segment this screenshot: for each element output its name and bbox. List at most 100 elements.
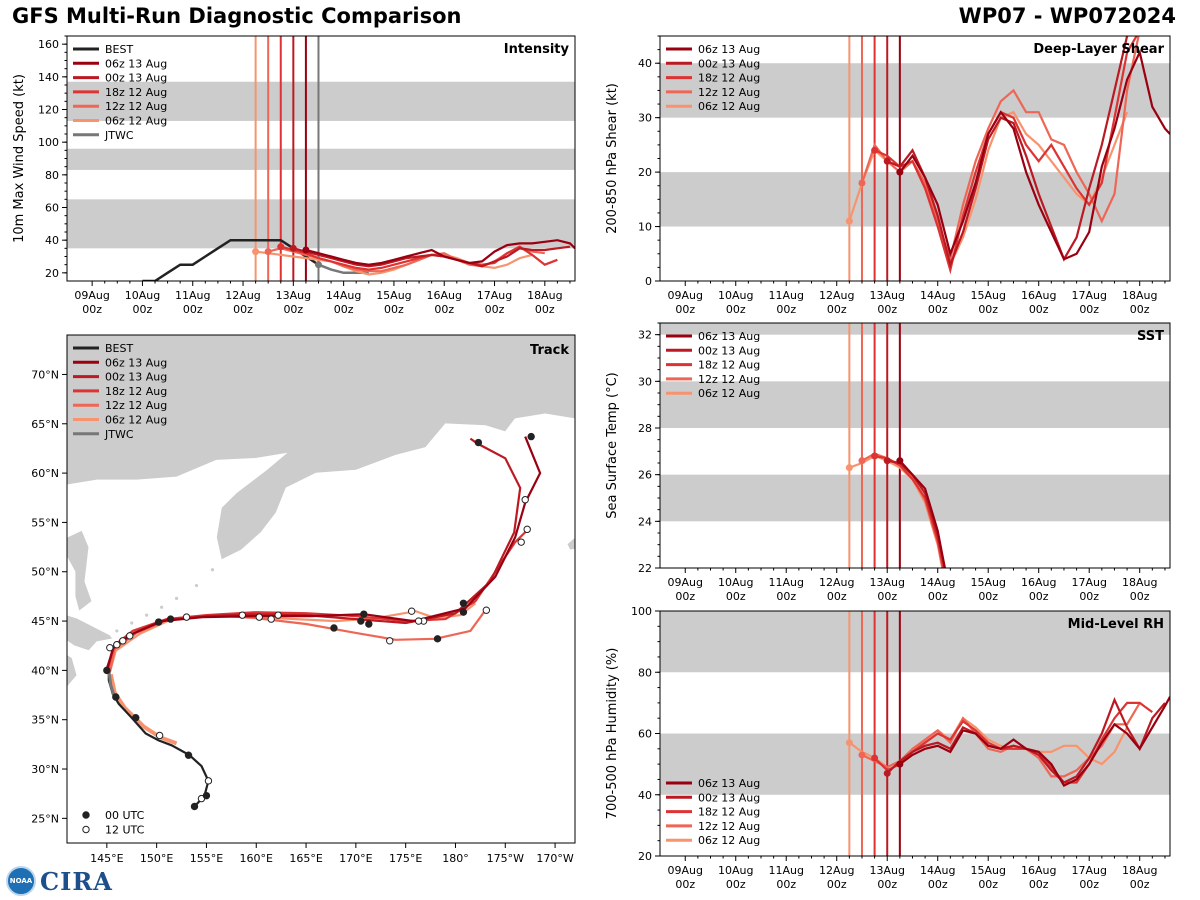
track-legend-label: 06z 13 Aug [105, 356, 167, 369]
intensity-legend-label: 06z 12 Aug [105, 115, 167, 128]
shear-plot-area [660, 36, 1170, 281]
intensity-threshold-band [67, 81, 575, 121]
island [130, 621, 134, 625]
rh-series-start-point [896, 760, 904, 768]
shear-series-start-point [883, 157, 891, 165]
track-position-marker [182, 613, 191, 621]
shear-xtick-date: 18Aug [1122, 289, 1157, 302]
intensity-xtick-date: 15Aug [376, 289, 411, 302]
marker-legend-label: 00 UTC [105, 809, 145, 822]
sst-threshold-band [660, 381, 1170, 428]
intensity-xtick-hour: 00z [82, 303, 102, 316]
agency-logos: NOAA CIRA [6, 866, 113, 896]
land-polygon [67, 614, 114, 652]
shear-series-start-point [845, 217, 853, 225]
intensity-xtick-date: 14Aug [326, 289, 361, 302]
rh-series-line [873, 701, 1153, 784]
sst-series-start-point [845, 464, 853, 472]
forecast-position-marker [407, 607, 416, 615]
intensity-series-start-point [289, 244, 297, 252]
sst-xtick-date: 10Aug [718, 576, 753, 589]
rh-title: Mid-Level RH [1068, 617, 1164, 632]
jtwc-start-point [314, 261, 322, 269]
intensity-xtick-hour: 00z [183, 303, 203, 316]
rh-xtick-hour: 00z [978, 878, 998, 891]
forecast-position-marker [459, 608, 468, 616]
sst-ytick-label: 30 [638, 375, 652, 388]
shear-xtick-hour: 00z [675, 303, 695, 316]
shear-ytick-label: 40 [638, 57, 652, 70]
track-ytick-label: 40°N [31, 664, 59, 677]
intensity-title: Intensity [504, 42, 570, 57]
track-xtick-label: 175°W [487, 852, 524, 865]
sst-xtick-date: 14Aug [920, 576, 955, 589]
track-xtick-label: 160°E [240, 852, 273, 865]
sst-ytick-label: 28 [638, 422, 652, 435]
intensity-xtick-hour: 00z [535, 303, 555, 316]
rh-xtick-date: 10Aug [718, 864, 753, 877]
track-position-marker [267, 615, 275, 623]
shear-series-line [899, 48, 1170, 261]
sst-xtick-hour: 00z [877, 590, 897, 603]
intensity-ytick-label: 20 [45, 267, 59, 280]
sst-xtick-date: 15Aug [970, 576, 1005, 589]
sst-xtick-date: 09Aug [668, 576, 703, 589]
land-polygon [67, 335, 575, 561]
rh-xtick-date: 13Aug [869, 864, 904, 877]
track-legend-label: BEST [105, 342, 133, 355]
shear-legend-label: 00z 13 Aug [698, 57, 760, 70]
rh-legend-label: 06z 13 Aug [698, 777, 760, 790]
intensity-xtick-date: 09Aug [74, 289, 109, 302]
track-xtick-label: 155°E [190, 852, 223, 865]
rh-threshold-band [660, 611, 1170, 673]
rh-xtick-date: 18Aug [1122, 864, 1157, 877]
forecast-position-marker [365, 620, 373, 628]
intensity-panel: 2040608010012014016009Aug00z10Aug00z11Au… [12, 35, 576, 316]
rh-xtick-hour: 00z [827, 878, 847, 891]
sst-xtick-date: 18Aug [1122, 576, 1157, 589]
track-panel: 145°E 150°E 155°E 160°E 165°E 170°E 175°E 180° 1… [31, 334, 576, 865]
rh-series-start-point [883, 769, 891, 777]
track-position-marker [255, 613, 263, 621]
track-xtick-label: 170°W [536, 852, 573, 865]
track-position-marker [166, 615, 175, 623]
rh-xtick-date: 15Aug [970, 864, 1005, 877]
intensity-threshold-band [67, 199, 575, 249]
forecast-position-marker [433, 635, 442, 643]
island [194, 583, 199, 588]
shear-xtick-date: 10Aug [718, 289, 753, 302]
sst-xtick-hour: 00z [978, 590, 998, 603]
intensity-xtick-date: 17Aug [477, 289, 512, 302]
sst-legend-label: 06z 12 Aug [698, 387, 760, 400]
best-track-marker [202, 791, 211, 800]
shear-xtick-hour: 00z [1029, 303, 1049, 316]
forecast-position-marker [459, 599, 468, 608]
rh-xtick-date: 14Aug [920, 864, 955, 877]
best-track-marker [155, 731, 164, 740]
sst-series-start-point [858, 457, 866, 465]
sst-ytick-label: 24 [638, 515, 652, 528]
rh-plot-area [660, 611, 1170, 856]
intensity-legend-label: 18z 12 Aug [105, 86, 167, 99]
track-ytick-label: 35°N [31, 714, 59, 727]
sst-xtick-hour: 00z [1079, 590, 1099, 603]
shear-ylabel: 200-850 hPa Shear (kt) [605, 83, 620, 234]
forecast-track-line [108, 602, 477, 673]
rh-ytick-label: 40 [638, 789, 652, 802]
track-ytick-label: 30°N [31, 763, 59, 776]
sst-series-start-point [896, 457, 904, 465]
track-position-marker [113, 641, 121, 649]
rh-series-start-point [858, 751, 866, 759]
sst-ytick-label: 32 [638, 329, 652, 342]
marker-legend-symbol [82, 825, 90, 834]
sst-ytick-label: 26 [638, 469, 652, 482]
intensity-xtick-date: 13Aug [276, 289, 311, 302]
best-track-marker [132, 714, 140, 722]
track-legend-label: 06z 12 Aug [105, 414, 167, 427]
intensity-series-line [255, 250, 533, 276]
sst-legend-label: 06z 13 Aug [698, 330, 760, 343]
track-position-marker [119, 637, 127, 645]
best-track-marker [103, 666, 111, 675]
shear-legend-label: 06z 13 Aug [698, 43, 760, 56]
intensity-series-line [280, 245, 558, 271]
